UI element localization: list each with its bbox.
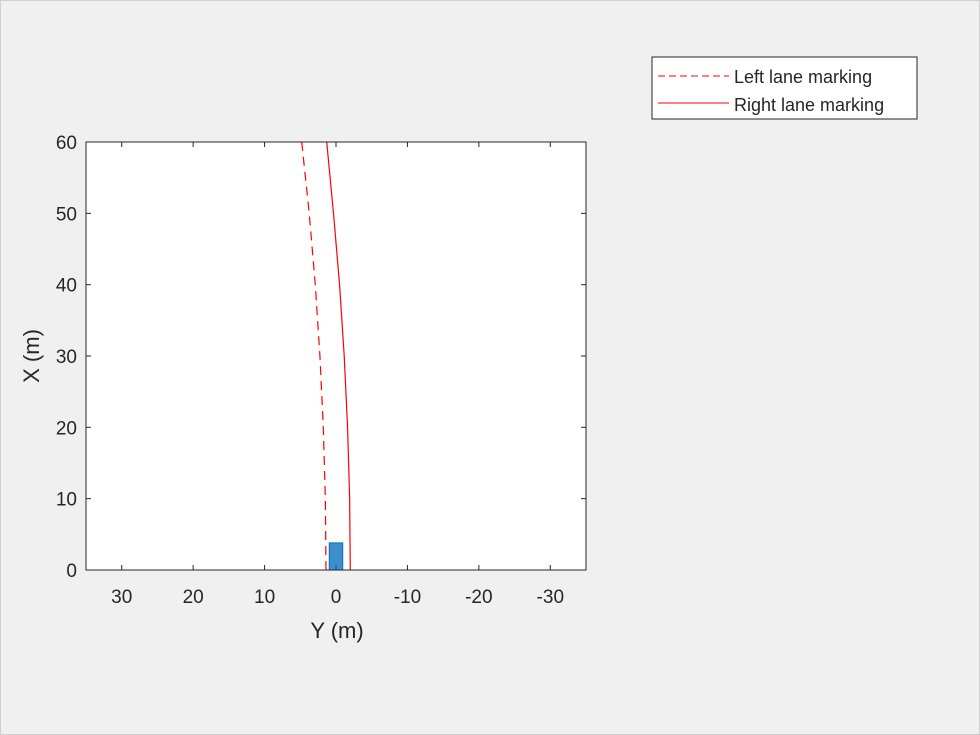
x-tick-label: 10 — [254, 587, 275, 608]
y-tick-label: 30 — [56, 347, 77, 368]
y-tick-label: 40 — [56, 276, 77, 297]
right-lane-marking-line — [326, 141, 351, 571]
y-tick-label: 20 — [56, 418, 77, 439]
y-axis-label: X (m) — [19, 329, 44, 383]
x-axis-label: Y (m) — [310, 618, 363, 643]
x-tick-label: -10 — [394, 587, 421, 608]
axes-box — [85, 141, 587, 571]
y-tick-label: 50 — [56, 204, 77, 225]
legend-entry-right: Right lane marking — [734, 95, 884, 115]
legend[interactable]: Left lane marking Right lane marking — [651, 56, 918, 120]
x-tick-label: 20 — [183, 587, 204, 608]
legend-entry-left: Left lane marking — [734, 67, 872, 87]
x-tick-label: 0 — [331, 587, 342, 608]
legend-box — [651, 56, 918, 120]
y-tick-label: 10 — [56, 490, 77, 511]
axes-background — [86, 142, 586, 570]
x-tick-label: 30 — [111, 587, 132, 608]
y-tick-label: 0 — [66, 561, 77, 582]
x-tick-label: -20 — [465, 587, 492, 608]
x-tick-label: -30 — [537, 587, 564, 608]
y-tick-label: 60 — [56, 133, 77, 154]
left-lane-marking-line — [301, 141, 327, 571]
